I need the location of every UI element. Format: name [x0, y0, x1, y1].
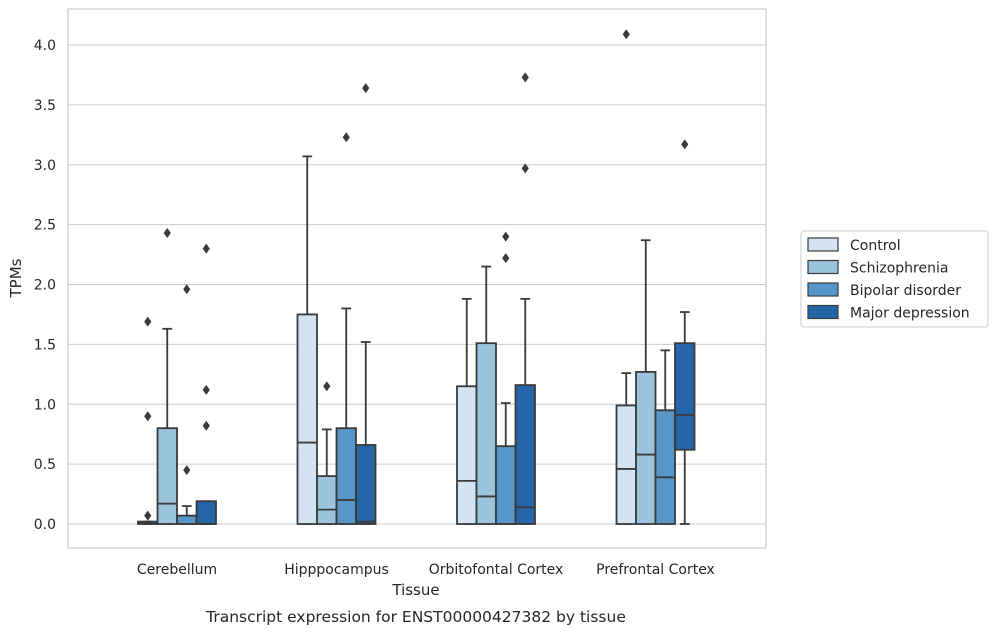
outlier-point	[681, 139, 689, 150]
outlier-point	[362, 83, 370, 94]
box-body	[316, 475, 338, 525]
x-axis-title: Tissue	[391, 581, 439, 599]
outlier-point	[323, 381, 331, 392]
plot-frame	[67, 8, 767, 549]
box-body	[176, 514, 198, 525]
box-major-depression	[514, 72, 536, 525]
y-tick-label: 0.0	[34, 517, 56, 533]
x-axis: Cerebellum Hipppocampus Orbitofontal Corte…	[137, 562, 715, 578]
box-control	[456, 297, 478, 525]
outlier-point	[202, 384, 210, 395]
box-body	[195, 500, 217, 525]
x-tick-label: Prefrontal Cortex	[596, 562, 715, 578]
outlier-point	[163, 228, 171, 239]
box-major-depression	[355, 83, 377, 525]
legend-swatch	[807, 304, 839, 320]
box-body	[615, 404, 637, 525]
box-body	[296, 313, 318, 525]
outlier-point	[342, 132, 350, 143]
box-control	[296, 155, 318, 525]
box-body	[456, 385, 478, 525]
box-bipolar-disorder	[176, 284, 198, 525]
y-tick-label: 2.5	[34, 218, 56, 234]
outlier-point	[502, 231, 510, 242]
box-bipolar-disorder	[654, 349, 676, 525]
outlier-point	[144, 510, 152, 521]
boxes-layer	[137, 29, 696, 525]
box-bipolar-disorder	[495, 231, 517, 525]
box-body	[495, 445, 517, 525]
box-schizophrenia	[475, 265, 497, 525]
y-tick-label: 0.5	[34, 457, 56, 473]
chart-caption: Transcript expression for ENST0000042738…	[205, 608, 626, 626]
box-body	[355, 444, 377, 525]
y-tick-label: 3.5	[34, 98, 56, 114]
box-major-depression	[195, 243, 217, 525]
outlier-point	[521, 163, 529, 174]
y-tick-label: 4.0	[34, 38, 56, 54]
legend-label: Major depression	[850, 306, 970, 322]
legend: Control Schizophrenia Bipolar disorder Majo…	[800, 230, 989, 328]
outlier-point	[144, 411, 152, 422]
legend-swatch	[807, 282, 839, 297]
outlier-point	[622, 29, 630, 40]
legend-label: Schizophrenia	[850, 261, 948, 277]
box-body	[475, 342, 497, 525]
box-body	[514, 384, 536, 525]
outlier-point	[144, 316, 152, 327]
box-body	[335, 427, 357, 525]
x-tick-label: Hipppocampus	[284, 562, 389, 578]
y-tick-label: 1.5	[34, 337, 56, 353]
box-body	[156, 427, 178, 525]
outlier-point	[202, 243, 210, 254]
legend-label: Bipolar disorder	[850, 283, 961, 299]
legend-swatch	[807, 237, 839, 252]
y-tick-label: 3.0	[34, 158, 56, 174]
box-body	[635, 371, 657, 525]
y-tick-label: 2.0	[34, 278, 56, 294]
outlier-point	[521, 72, 529, 83]
y-axis-title: TPMs	[7, 258, 25, 298]
x-tick-label: Orbitofontal Cortex	[429, 562, 564, 578]
outlier-point	[183, 284, 191, 295]
legend-frame	[800, 230, 989, 328]
y-axis: 0.0 0.5 1.0 1.5 2.0 2.5 3.0 3.5 4.0	[34, 38, 56, 533]
x-tick-label: Cerebellum	[137, 562, 217, 578]
box-major-depression	[674, 139, 696, 525]
legend-label: Control	[850, 238, 901, 254]
outlier-point	[183, 465, 191, 476]
y-tick-label: 1.0	[34, 397, 56, 413]
outlier-point	[502, 253, 510, 264]
box-body	[674, 342, 696, 451]
box-schizophrenia	[156, 228, 178, 525]
box-body	[654, 409, 676, 525]
legend-swatch	[807, 259, 839, 275]
box-control	[137, 316, 159, 525]
outlier-point	[202, 420, 210, 431]
